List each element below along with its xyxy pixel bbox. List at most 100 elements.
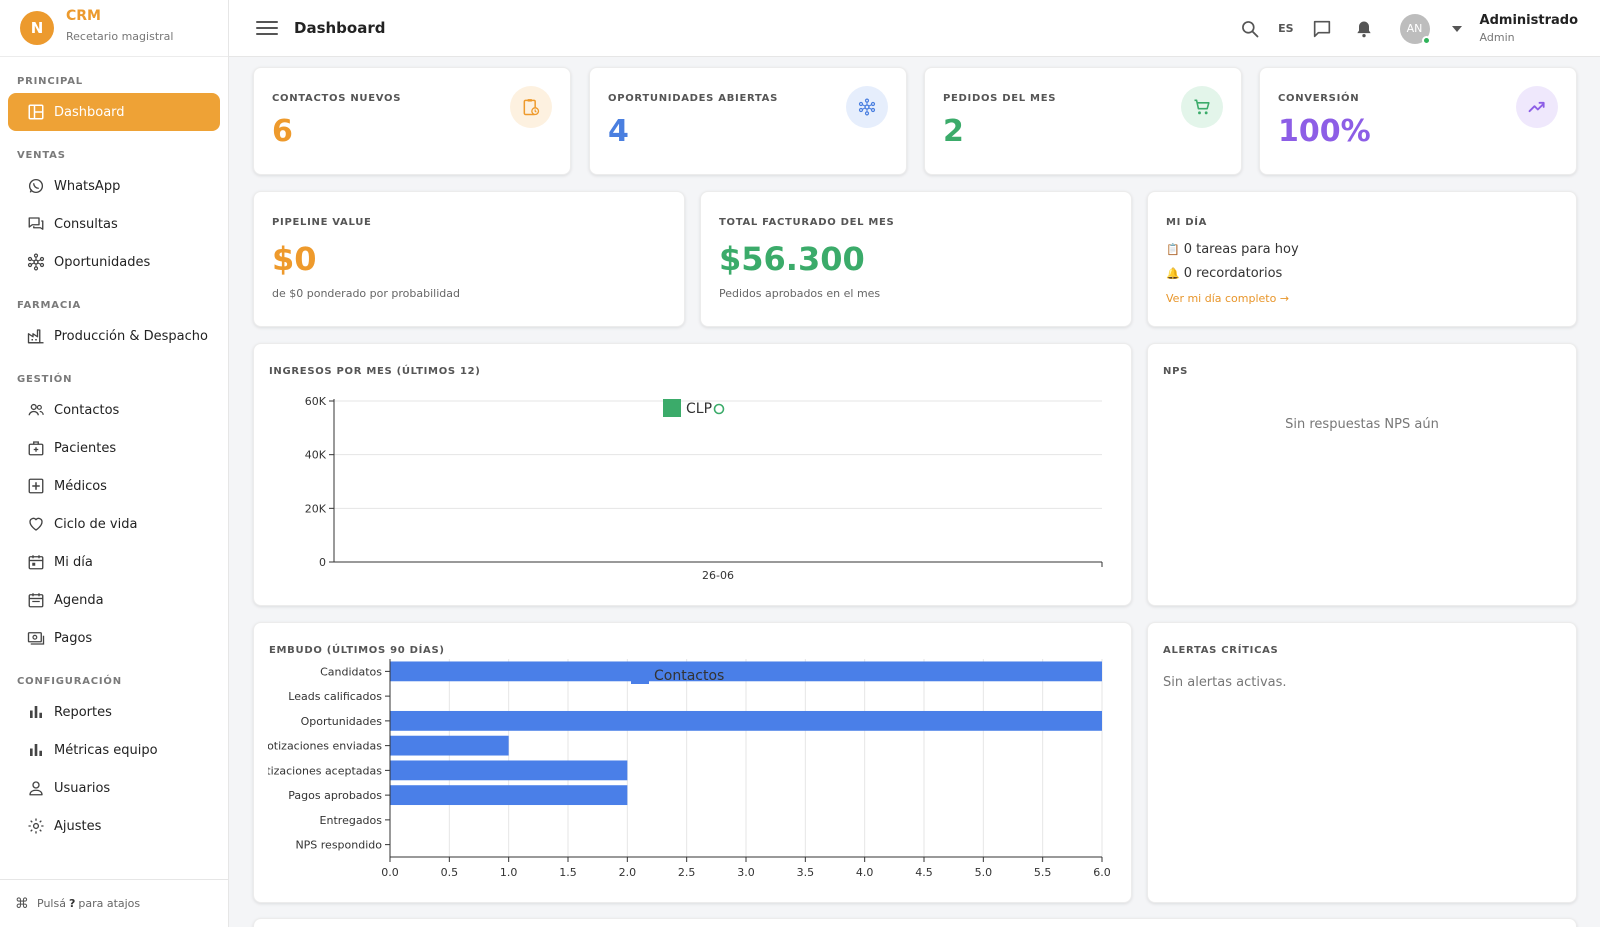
user-icon [26,778,46,798]
kpi-value: 4 [608,114,629,149]
funnel-bar [390,760,628,781]
legend-marker [713,403,725,415]
user-initials: AN [1406,22,1423,35]
sidebar-item-ciclo-de-vida[interactable]: Ciclo de vida [8,505,220,543]
total-billed-subtext: Pedidos aprobados en el mes [719,287,881,300]
bell-icon: 🔔 [1166,267,1180,280]
y-tick-label: Cotizaciones aceptadas [254,764,382,777]
sidebar-item-whatsapp[interactable]: WhatsApp [8,167,220,205]
sidebar-item-medicos[interactable]: Médicos [8,467,220,505]
dashboard-icon [26,102,46,122]
sidebar-item-label: Ciclo de vida [54,516,138,532]
brand-title: CRM [66,7,101,24]
legend-swatch [631,670,649,684]
x-tick-label: 0.0 [381,866,399,879]
search-icon[interactable] [1238,17,1262,41]
x-tick-label: 2.5 [678,866,696,879]
menu-toggle-button[interactable] [256,17,278,39]
pipeline-value: $0 [272,240,317,278]
medical-cross-icon [26,476,46,496]
y-tick-label: 0 [319,556,326,569]
sidebar-item-label: Mi día [54,554,93,570]
sidebar-item-contactos[interactable]: Contactos [8,391,220,429]
x-tick-label: 26-06 [702,569,734,582]
x-tick-label: 1.5 [559,866,577,879]
kpi-value: 2 [943,114,964,149]
kpi-card-3: PEDIDOS DEL MES 2 [924,67,1242,175]
shortcuts-hint-post: para atajos [78,897,141,910]
sidebar-item-label: Reportes [54,704,112,720]
sidebar-item-agenda[interactable]: Agenda [8,581,220,619]
funnel-chart-title: EMBUDO (ÚLTIMOS 90 DÍAS) [269,645,445,656]
reminders-text: 0 recordatorios [1183,266,1283,281]
view-my-day-link[interactable]: Ver mi día completo → [1166,292,1290,305]
sidebar-item-reportes[interactable]: Reportes [8,693,220,731]
user-avatar[interactable]: AN [1399,13,1431,45]
hub-icon [846,86,888,128]
nav-section-farmacia: FARMACIA [17,299,82,311]
shortcuts-hint-pre: Pulsá [37,897,66,910]
brand-subtitle: Recetario magistral [66,29,174,43]
sidebar-item-label: Usuarios [54,780,111,796]
payments-icon [26,628,46,648]
sidebar-item-oportunidades[interactable]: Oportunidades [8,243,220,281]
next-card-peek [253,918,1577,927]
clipboard-clock-icon [510,86,552,128]
funnel-bar [390,735,509,756]
funnel-category-labels: Candidatos Leads calificados Oportunidades… [254,665,383,852]
x-tick-label: 3.0 [737,866,755,879]
patient-icon [26,438,46,458]
sidebar-item-label: Consultas [54,216,118,232]
bar-chart-icon [26,702,46,722]
sidebar-item-label: Dashboard [54,104,125,120]
y-tick-label: 60K [305,395,327,408]
topbar: Dashboard ES AN Administrado Admin [229,0,1600,57]
user-menu[interactable]: Administrado Admin [1480,13,1578,44]
nav-section-gesti-n: GESTIÓN [17,373,73,385]
total-billed-card: TOTAL FACTURADO DEL MES $56.300 Pedidos … [700,191,1132,327]
chevron-down-icon[interactable] [1451,25,1462,32]
sidebar-item-dashboard[interactable]: Dashboard [8,93,220,131]
messages-icon[interactable] [1310,17,1334,41]
notifications-bell-icon[interactable] [1352,17,1376,41]
x-tick-label: 5.0 [975,866,993,879]
clipboard-icon: 📋 [1166,243,1180,256]
x-tick-label: 2.0 [619,866,637,879]
revenue-chart-card: INGRESOS POR MES (ÚLTIMOS 12) 0 20K 40K 60K… [253,343,1132,606]
revenue-chart: 0 20K 40K 60K 26-06 CLP [305,395,1103,582]
kpi-card-4: CONVERSIÓN 100% [1259,67,1577,175]
brand[interactable]: N CRM Recetario magistral [0,0,228,57]
online-status-dot [1421,35,1431,45]
tasks-today: 📋 0 tareas para hoy [1166,242,1299,257]
cart-icon [1181,86,1223,128]
language-switcher[interactable]: ES [1278,22,1294,35]
sidebar-item-consultas[interactable]: Consultas [8,205,220,243]
y-tick-label: Oportunidades [301,715,383,728]
user-role: Admin [1479,31,1515,44]
x-tick-label: 4.0 [856,866,874,879]
my-day-label: MI DÍA [1166,217,1208,228]
y-tick-label: Pagos aprobados [288,789,382,802]
sidebar-item-pacientes[interactable]: Pacientes [8,429,220,467]
y-tick-label: Entregados [320,814,383,827]
critical-alerts-title: ALERTAS CRÍTICAS [1163,645,1279,656]
sidebar-item-label: Oportunidades [54,254,151,270]
critical-alerts-empty-message: Sin alertas activas. [1163,675,1287,690]
page-title: Dashboard [294,19,386,37]
trending-up-icon [1516,86,1558,128]
chat-icon [26,214,46,234]
sidebar-item-label: Contactos [54,402,120,418]
funnel-chart: 0.0 0.5 1.0 1.5 2.0 2.5 3.0 3.5 4.0 4.5 5.0 5.5 6.0 C… [254,659,1111,879]
sidebar-item-metricas-equipo[interactable]: Métricas equipo [8,731,220,769]
sidebar-item-usuarios[interactable]: Usuarios [8,769,220,807]
kpi-label: PEDIDOS DEL MES [943,93,1057,104]
pipeline-value-card: PIPELINE VALUE $0 de $0 ponderado por pr… [253,191,685,327]
factory-icon [26,326,46,346]
y-tick-label: NPS respondido [295,839,382,852]
sidebar-item-ajustes[interactable]: Ajustes [8,807,220,845]
sidebar-item-pagos[interactable]: Pagos [8,619,220,657]
sidebar-nav[interactable]: PRINCIPAL Dashboard VENTAS WhatsApp Consulta… [0,57,228,879]
sidebar-item-produccion-despacho[interactable]: Producción & Despacho [8,317,220,355]
sidebar-item-mi-dia[interactable]: Mi día [8,543,220,581]
kpi-label: CONVERSIÓN [1278,93,1360,104]
